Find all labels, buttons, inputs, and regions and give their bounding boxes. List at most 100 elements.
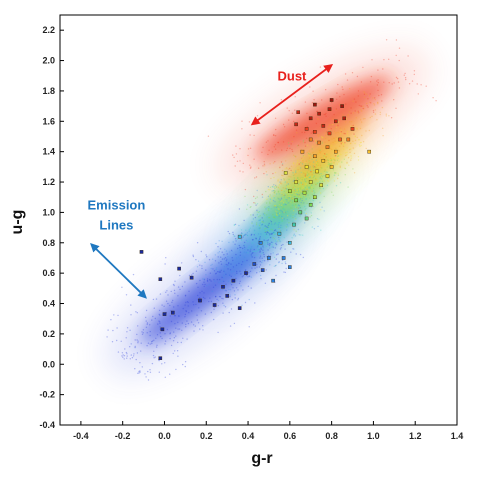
cloud-point (298, 205, 301, 207)
cloud-point (283, 202, 286, 205)
cloud-point (234, 238, 237, 240)
cloud-point (302, 202, 304, 204)
cloud-point (347, 113, 349, 116)
cloud-point (336, 98, 338, 101)
cloud-point (129, 329, 131, 331)
cloud-point (275, 264, 277, 266)
data-point-15 (252, 262, 257, 266)
cloud-point (175, 335, 177, 337)
cloud-point (276, 214, 278, 217)
cloud-point (222, 312, 224, 314)
cloud-point (285, 226, 288, 228)
cloud-point (249, 147, 252, 149)
cloud-point (270, 241, 273, 243)
cloud-point (274, 247, 276, 249)
cloud-point (236, 270, 238, 273)
cloud-point (184, 295, 187, 297)
cloud-point (240, 233, 243, 235)
cloud-point (294, 96, 296, 98)
cloud-point (337, 157, 340, 160)
cloud-point (306, 189, 308, 191)
cloud-point (145, 376, 147, 378)
cloud-point (327, 165, 329, 168)
cloud-point (288, 187, 290, 189)
cloud-point (249, 250, 251, 252)
cloud-point (248, 230, 250, 232)
cloud-point (262, 213, 265, 215)
cloud-point (228, 288, 230, 291)
cloud-point (255, 204, 257, 206)
cloud-point (284, 248, 286, 250)
cloud-point (265, 239, 267, 242)
cloud-point (145, 316, 147, 319)
cloud-point (220, 263, 223, 265)
cloud-point (254, 250, 256, 252)
cloud-point (282, 123, 285, 126)
cloud-point (262, 245, 264, 247)
cloud-point (283, 211, 285, 213)
cloud-point (273, 191, 276, 193)
cloud-point (280, 189, 283, 192)
cloud-point (249, 164, 251, 166)
cloud-point (272, 186, 274, 188)
cloud-point (269, 163, 271, 165)
cloud-point (184, 294, 187, 296)
x-axis-ticks: -0.4 -0.2 0.0 0.2 0.4 0.6 0.8 1.0 1.2 1.4 (73, 421, 463, 441)
cloud-point (276, 224, 278, 226)
cloud-point (224, 248, 226, 250)
data-point-0 (139, 250, 144, 254)
x-tick-label: 0.2 (200, 431, 213, 441)
cloud-point (286, 167, 288, 170)
cloud-point (300, 214, 302, 216)
cloud-point (337, 177, 339, 180)
cloud-point (268, 244, 271, 247)
cloud-point (233, 156, 235, 159)
cloud-point (357, 156, 360, 158)
cloud-point (232, 241, 234, 243)
cloud-point (269, 186, 272, 188)
data-point-9 (212, 303, 217, 307)
cloud-point (315, 142, 318, 144)
cloud-point (179, 274, 181, 277)
cloud-point (295, 230, 297, 232)
cloud-point (358, 138, 360, 141)
cloud-point (337, 173, 339, 175)
cloud-point (262, 220, 265, 222)
cloud-point (280, 181, 282, 183)
cloud-point (300, 171, 303, 173)
cloud-point (295, 193, 298, 195)
cloud-point (298, 180, 301, 182)
cloud-point (325, 115, 327, 117)
cloud-point (296, 159, 299, 162)
cloud-point (292, 213, 294, 216)
cloud-point (247, 252, 249, 254)
cloud-point (268, 149, 270, 151)
cloud-point (372, 109, 375, 112)
cloud-point (215, 267, 218, 269)
cloud-point (327, 159, 330, 162)
cloud-point (230, 308, 233, 310)
cloud-point (173, 306, 175, 308)
cloud-point (329, 158, 331, 160)
cloud-point (235, 280, 237, 282)
cloud-point (204, 297, 206, 300)
cloud-point (301, 188, 304, 190)
cloud-point (291, 188, 294, 190)
cloud-point (284, 203, 287, 205)
cloud-point (383, 81, 385, 83)
cloud-point (343, 143, 345, 146)
cloud-point (227, 280, 230, 282)
cloud-point (313, 169, 315, 172)
cloud-point (235, 153, 238, 155)
cloud-point (197, 294, 199, 297)
cloud-point (300, 177, 302, 179)
cloud-point (334, 155, 336, 157)
cloud-point (310, 212, 312, 214)
cloud-point (274, 215, 277, 217)
cloud-point (279, 203, 281, 205)
cloud-point (220, 260, 222, 263)
cloud-point (345, 121, 347, 123)
cloud-point (130, 314, 132, 316)
cloud-point (249, 270, 252, 273)
